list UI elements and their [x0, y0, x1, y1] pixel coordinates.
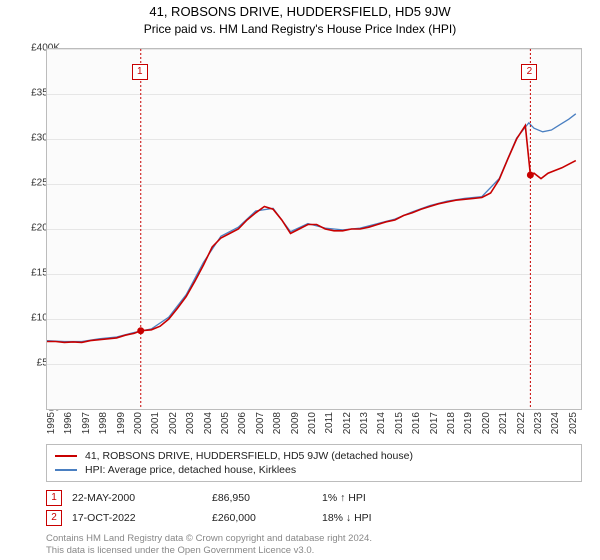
x-tick-label: 2006 — [237, 412, 248, 442]
x-tick-label: 1997 — [81, 412, 92, 442]
x-tick-label: 2013 — [359, 412, 370, 442]
footer: Contains HM Land Registry data © Crown c… — [46, 533, 372, 556]
legend-swatch — [55, 455, 77, 457]
footer-line1: Contains HM Land Registry data © Crown c… — [46, 533, 372, 544]
legend-row: HPI: Average price, detached house, Kirk… — [55, 463, 573, 477]
plot-svg — [47, 49, 581, 409]
x-tick-label: 2007 — [255, 412, 266, 442]
x-tick-label: 2000 — [133, 412, 144, 442]
x-tick-label: 1995 — [46, 412, 57, 442]
chart-subtitle: Price paid vs. HM Land Registry's House … — [0, 19, 600, 36]
x-tick-label: 2008 — [272, 412, 283, 442]
x-tick-label: 2023 — [533, 412, 544, 442]
sale-hpi: 1% ↑ HPI — [322, 492, 462, 504]
x-tick-label: 2004 — [203, 412, 214, 442]
x-tick-label: 2011 — [324, 412, 335, 442]
sale-row-badge: 2 — [46, 510, 62, 526]
footer-line2: This data is licensed under the Open Gov… — [46, 545, 372, 556]
x-tick-label: 2010 — [307, 412, 318, 442]
legend-area: 41, ROBSONS DRIVE, HUDDERSFIELD, HD5 9JW… — [46, 444, 582, 528]
sale-date: 22-MAY-2000 — [72, 492, 202, 504]
sale-date: 17-OCT-2022 — [72, 512, 202, 524]
x-tick-label: 1996 — [63, 412, 74, 442]
sale-marker-dot — [527, 172, 534, 179]
legend-label: HPI: Average price, detached house, Kirk… — [85, 464, 296, 476]
x-tick-label: 1999 — [116, 412, 127, 442]
x-tick-label: 1998 — [98, 412, 109, 442]
legend-box: 41, ROBSONS DRIVE, HUDDERSFIELD, HD5 9JW… — [46, 444, 582, 482]
x-tick-label: 2016 — [411, 412, 422, 442]
sale-price: £86,950 — [212, 492, 312, 504]
legend-label: 41, ROBSONS DRIVE, HUDDERSFIELD, HD5 9JW… — [85, 450, 413, 462]
sale-price: £260,000 — [212, 512, 312, 524]
x-tick-label: 2005 — [220, 412, 231, 442]
series-line — [47, 126, 576, 343]
legend-row: 41, ROBSONS DRIVE, HUDDERSFIELD, HD5 9JW… — [55, 449, 573, 463]
x-tick-label: 2001 — [150, 412, 161, 442]
x-tick-label: 2012 — [342, 412, 353, 442]
x-tick-label: 2009 — [290, 412, 301, 442]
sale-marker-badge: 2 — [521, 64, 537, 80]
chart-title: 41, ROBSONS DRIVE, HUDDERSFIELD, HD5 9JW — [0, 0, 600, 19]
x-tick-label: 2019 — [463, 412, 474, 442]
x-tick-label: 2002 — [168, 412, 179, 442]
x-tick-label: 2014 — [376, 412, 387, 442]
sales-rows: 1 22-MAY-2000 £86,950 1% ↑ HPI 2 17-OCT-2022 £… — [46, 488, 582, 528]
plot-area — [46, 48, 582, 410]
x-tick-label: 2022 — [516, 412, 527, 442]
x-tick-label: 2003 — [185, 412, 196, 442]
x-tick-label: 2018 — [446, 412, 457, 442]
x-tick-label: 2021 — [498, 412, 509, 442]
sale-row: 1 22-MAY-2000 £86,950 1% ↑ HPI — [46, 488, 582, 508]
sale-marker-dot — [137, 327, 144, 334]
sale-hpi: 18% ↓ HPI — [322, 512, 462, 524]
series-line — [47, 114, 576, 342]
sale-row-badge: 1 — [46, 490, 62, 506]
x-tick-label: 2024 — [550, 412, 561, 442]
x-tick-label: 2015 — [394, 412, 405, 442]
chart-container: 41, ROBSONS DRIVE, HUDDERSFIELD, HD5 9JW… — [0, 0, 600, 560]
sale-marker-badge: 1 — [132, 64, 148, 80]
x-tick-label: 2025 — [568, 412, 579, 442]
legend-swatch — [55, 469, 77, 471]
x-tick-label: 2017 — [429, 412, 440, 442]
sale-row: 2 17-OCT-2022 £260,000 18% ↓ HPI — [46, 508, 582, 528]
x-tick-label: 2020 — [481, 412, 492, 442]
